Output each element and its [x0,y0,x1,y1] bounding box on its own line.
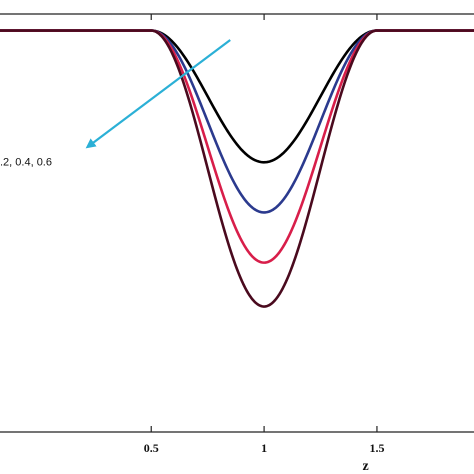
annotation-arrow [85,39,231,149]
series-line-1 [0,29,474,164]
annotation: .2, 0.4, 0.6 [0,39,231,168]
series-line-3 [0,29,474,264]
curves [0,29,474,308]
x-tick-label: 1 [261,441,267,455]
x-tick-label: 1.5 [369,441,384,455]
x-tick-label: 0.5 [144,441,159,455]
plot-frame [0,13,474,433]
series-line-2 [0,29,474,214]
x-axis-label: z [363,459,369,474]
annotation-text: .2, 0.4, 0.6 [0,156,52,168]
series-line-4 [0,29,474,308]
x-ticks: 0.5 1 1.5 [144,14,384,455]
